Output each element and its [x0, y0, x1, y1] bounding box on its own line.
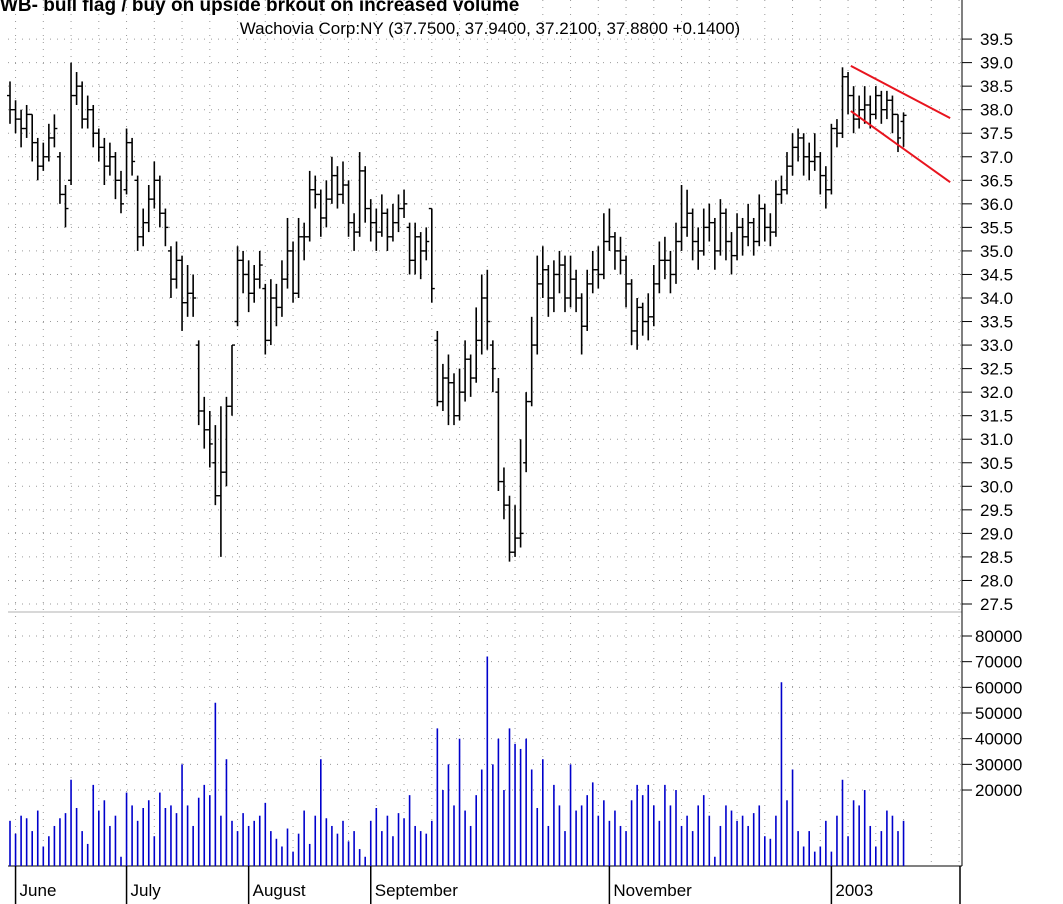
y-tick-label: 40000	[975, 730, 1022, 749]
chart-title: WB- bull flag / buy on upside brkout on …	[0, 0, 519, 16]
x-tick-label: June	[20, 881, 57, 900]
y-tick-label: 34.5	[980, 265, 1013, 284]
y-tick-label: 29.5	[980, 501, 1013, 520]
y-tick-label: 35.0	[980, 242, 1013, 261]
trendline	[850, 65, 951, 120]
x-tick-label: August	[253, 881, 306, 900]
y-tick-label: 39.5	[980, 30, 1013, 49]
y-tick-label: 31.5	[980, 407, 1013, 426]
y-tick-label: 33.0	[980, 336, 1013, 355]
y-tick-label: 32.5	[980, 360, 1013, 379]
y-tick-label: 32.0	[980, 383, 1013, 402]
y-tick-label: 70000	[975, 653, 1022, 672]
y-tick-label: 80000	[975, 627, 1022, 646]
y-tick-label: 35.5	[980, 218, 1013, 237]
y-tick-label: 30.0	[980, 477, 1013, 496]
x-tick-label: 2003	[835, 881, 873, 900]
y-tick-label: 37.5	[980, 124, 1013, 143]
y-tick-label: 37.0	[980, 148, 1013, 167]
y-tick-label: 29.0	[980, 524, 1013, 543]
y-tick-label: 60000	[975, 678, 1022, 697]
y-tick-label: 28.5	[980, 548, 1013, 567]
x-tick-label: September	[375, 881, 458, 900]
y-tick-label: 27.5	[980, 595, 1013, 614]
y-tick-label: 28.0	[980, 571, 1013, 590]
y-tick-label: 50000	[975, 704, 1022, 723]
y-tick-label: 36.0	[980, 195, 1013, 214]
x-tick-label: July	[131, 881, 162, 900]
x-tick-label: November	[613, 881, 692, 900]
y-tick-label: 36.5	[980, 171, 1013, 190]
y-tick-label: 39.0	[980, 54, 1013, 73]
y-tick-label: 30000	[975, 755, 1022, 774]
chart-subtitle: Wachovia Corp:NY (37.7500, 37.9400, 37.2…	[240, 19, 740, 38]
y-tick-label: 38.5	[980, 77, 1013, 96]
y-tick-label: 38.0	[980, 101, 1013, 120]
trendline	[850, 110, 951, 184]
y-tick-label: 30.5	[980, 454, 1013, 473]
y-tick-label: 20000	[975, 781, 1022, 800]
y-tick-label: 34.0	[980, 289, 1013, 308]
y-tick-label: 31.0	[980, 430, 1013, 449]
y-tick-label: 33.5	[980, 313, 1013, 332]
